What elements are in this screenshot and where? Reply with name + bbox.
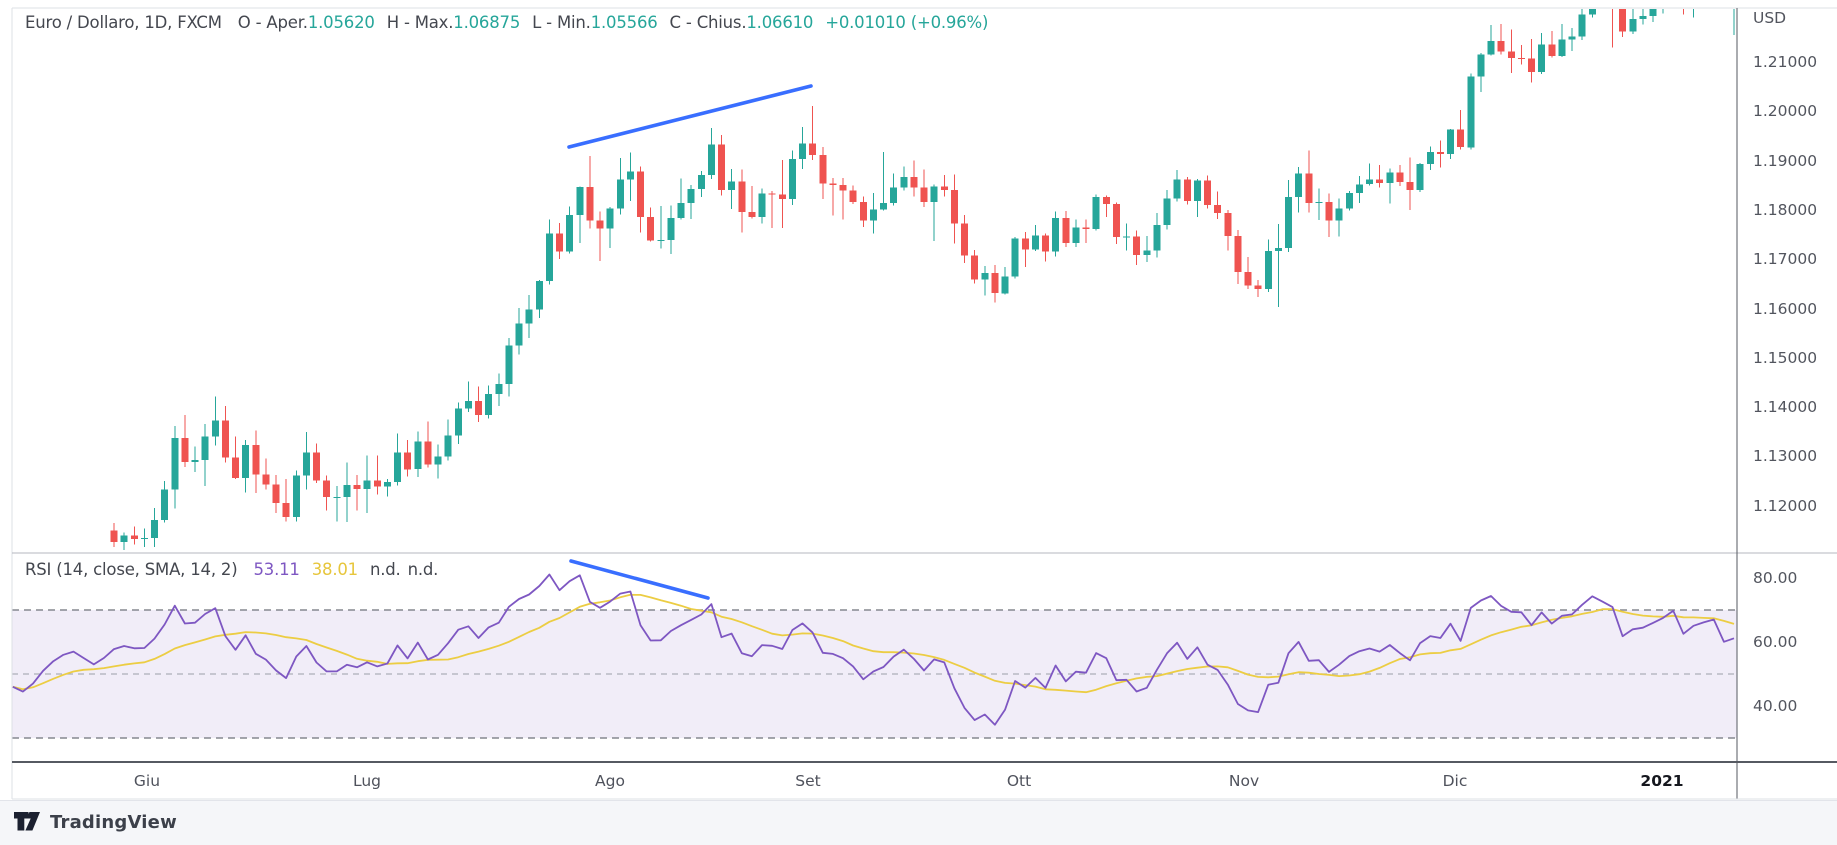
time-tick-label: Dic <box>1442 772 1468 790</box>
high-label: H - Max. <box>386 13 454 32</box>
time-tick-label: Ago <box>595 772 625 790</box>
rsi-tick-label: 40.00 <box>1753 697 1798 715</box>
rsi-extra-2: n.d. <box>407 560 439 579</box>
tradingview-logo-text: TradingView <box>50 811 177 833</box>
rsi-sma-value: 38.01 <box>311 560 358 579</box>
high-value: 1.06875 <box>453 13 521 32</box>
tradingview-logo[interactable]: TradingView <box>13 809 177 835</box>
rsi-tick-label: 80.00 <box>1753 569 1798 587</box>
price-tick-label: 1.15000 <box>1753 349 1818 367</box>
rsi-title[interactable]: RSI (14, close, SMA, 14, 2) <box>25 560 238 579</box>
price-tick-label: 1.17000 <box>1753 250 1818 268</box>
change-value: +0.01010 (+0.96%) <box>825 13 989 32</box>
close-value: 1.06610 <box>746 13 814 32</box>
rsi-line[interactable] <box>12 573 1735 726</box>
bottom-strip <box>0 800 1837 845</box>
price-tick-label: 1.18000 <box>1753 201 1818 219</box>
time-tick-label: 2021 <box>1640 772 1684 790</box>
tradingview-logo-icon <box>14 812 40 831</box>
rsi-legend: RSI (14, close, SMA, 14, 2) 53.11 38.01 … <box>25 560 438 579</box>
price-tick-label: 1.19000 <box>1753 152 1818 170</box>
price-legend: Euro / Dollaro, 1D, FXCM O - Aper. 1.056… <box>25 13 988 32</box>
open-value: 1.05620 <box>307 13 375 32</box>
rsi-band <box>12 609 1737 739</box>
rsi-sma-line[interactable] <box>12 593 1735 694</box>
currency-label: USD <box>1753 9 1787 27</box>
price-tick-label: 1.13000 <box>1753 447 1818 465</box>
close-label: C - Chius. <box>669 13 747 32</box>
trendline-price[interactable] <box>567 84 813 149</box>
price-tick-label: 1.21000 <box>1753 53 1818 71</box>
time-tick-label: Nov <box>1228 772 1260 790</box>
low-label: L - Min. <box>532 13 591 32</box>
rsi-value: 53.11 <box>253 560 300 579</box>
pane-borders <box>11 7 1837 800</box>
symbol-title[interactable]: Euro / Dollaro, 1D, FXCM <box>25 13 222 32</box>
open-label: O - Aper. <box>237 13 308 32</box>
price-tick-label: 1.12000 <box>1753 497 1818 515</box>
trendline-rsi[interactable] <box>569 559 710 600</box>
time-tick-label: Lug <box>352 772 382 790</box>
rsi-tick-label: 60.00 <box>1753 633 1798 651</box>
time-tick-label: Ott <box>1006 772 1032 790</box>
price-tick-label: 1.16000 <box>1753 300 1818 318</box>
time-tick-label: Set <box>795 772 821 790</box>
time-tick-label: Giu <box>133 772 161 790</box>
low-value: 1.05566 <box>590 13 658 32</box>
price-tick-label: 1.14000 <box>1753 398 1818 416</box>
price-tick-label: 1.20000 <box>1753 102 1818 120</box>
candlestick-series[interactable] <box>110 0 1738 551</box>
rsi-extra-1: n.d. <box>369 560 401 579</box>
